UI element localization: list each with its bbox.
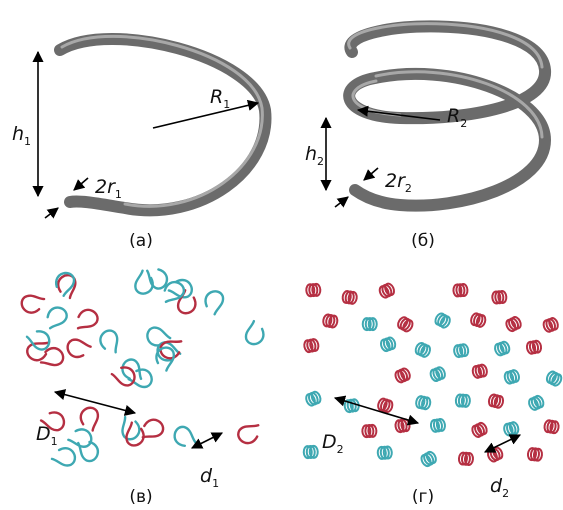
coil bbox=[494, 340, 511, 356]
panel-label: (б) bbox=[411, 231, 435, 251]
subscript: 1 bbox=[24, 135, 31, 148]
coil bbox=[378, 282, 396, 299]
coil bbox=[471, 421, 489, 438]
coil bbox=[303, 446, 318, 459]
coil bbox=[394, 367, 412, 384]
subscript: 1 bbox=[212, 477, 219, 490]
panel-label: (г) bbox=[412, 487, 434, 507]
symbol: R bbox=[210, 86, 223, 108]
coil bbox=[472, 364, 488, 379]
curl bbox=[235, 419, 264, 447]
subscript: 2 bbox=[317, 155, 324, 168]
figure: (а) (б) (в) (г) h1R12r1h2R22r2D1d1D2d2 bbox=[0, 0, 563, 510]
symbol: R bbox=[447, 105, 460, 127]
symbol: D bbox=[36, 423, 51, 445]
curl bbox=[110, 365, 136, 387]
d-arrow bbox=[485, 435, 520, 452]
arrow bbox=[74, 178, 88, 190]
coil bbox=[429, 366, 447, 382]
coil bbox=[545, 370, 563, 387]
coil bbox=[527, 395, 545, 412]
coil bbox=[505, 316, 523, 333]
symbol: d bbox=[490, 475, 503, 497]
coil bbox=[488, 394, 505, 409]
symbol-label: R1 bbox=[210, 86, 230, 111]
curl bbox=[177, 290, 196, 314]
curl bbox=[97, 328, 123, 356]
symbol-label: h2 bbox=[305, 143, 324, 168]
curl bbox=[73, 436, 102, 464]
coil bbox=[486, 446, 504, 463]
arrow bbox=[364, 168, 378, 180]
coil bbox=[453, 344, 469, 358]
coil bbox=[430, 418, 446, 432]
coil bbox=[544, 420, 560, 434]
coil bbox=[503, 369, 520, 384]
symbol-label: R2 bbox=[447, 105, 467, 130]
panel-label: (а) bbox=[129, 231, 153, 251]
subscript: 1 bbox=[51, 435, 58, 448]
curl bbox=[72, 306, 101, 334]
arrow bbox=[45, 208, 58, 218]
coil bbox=[470, 312, 487, 328]
coil bbox=[342, 290, 358, 304]
symbol: h bbox=[305, 143, 317, 165]
curl bbox=[51, 447, 76, 467]
arrow bbox=[335, 197, 348, 207]
ring bbox=[60, 36, 265, 210]
coil bbox=[362, 425, 377, 438]
coil bbox=[459, 452, 474, 465]
symbol-label: D1 bbox=[36, 423, 58, 448]
symbol: D bbox=[322, 431, 337, 453]
symbol-label: 2r2 bbox=[385, 170, 412, 195]
r-arrow bbox=[153, 103, 258, 128]
coil bbox=[434, 312, 452, 329]
coil bbox=[492, 291, 507, 304]
subscript: 1 bbox=[115, 188, 122, 201]
subscript: 2 bbox=[405, 182, 412, 195]
subscript: 2 bbox=[502, 487, 509, 500]
curl bbox=[246, 321, 264, 344]
coil bbox=[322, 314, 338, 328]
subscript: 2 bbox=[337, 443, 344, 456]
subscript: 1 bbox=[223, 98, 230, 111]
symbol: 2r bbox=[385, 170, 406, 192]
curl bbox=[42, 304, 69, 333]
d-arrow bbox=[192, 433, 222, 448]
curl bbox=[20, 291, 47, 315]
coil bbox=[415, 395, 431, 410]
particles bbox=[20, 264, 563, 468]
coil bbox=[542, 317, 559, 333]
symbol: d bbox=[200, 465, 213, 487]
symbol: 2r bbox=[95, 176, 116, 198]
coil bbox=[305, 391, 322, 407]
coil bbox=[396, 316, 414, 333]
coil bbox=[526, 340, 542, 354]
panel-label: (в) bbox=[129, 487, 152, 507]
symbol-label: d1 bbox=[200, 465, 219, 490]
coil bbox=[456, 394, 471, 407]
curl bbox=[67, 338, 91, 357]
coil bbox=[306, 284, 321, 297]
curl bbox=[57, 274, 79, 300]
coil bbox=[420, 450, 438, 467]
curl bbox=[205, 291, 223, 314]
coil bbox=[377, 446, 392, 459]
symbol-label: D2 bbox=[322, 431, 344, 456]
coil bbox=[414, 342, 432, 359]
symbol-label: d2 bbox=[490, 475, 509, 500]
coil bbox=[363, 318, 377, 330]
curl bbox=[124, 421, 146, 447]
subscript: 2 bbox=[460, 117, 467, 130]
symbol: h bbox=[12, 123, 24, 145]
coil bbox=[380, 336, 397, 352]
symbol-label: 2r1 bbox=[95, 176, 122, 201]
symbol-label: h1 bbox=[12, 123, 31, 148]
coil bbox=[503, 421, 520, 436]
coil bbox=[527, 448, 542, 461]
coil bbox=[453, 284, 468, 297]
coil bbox=[303, 338, 319, 352]
